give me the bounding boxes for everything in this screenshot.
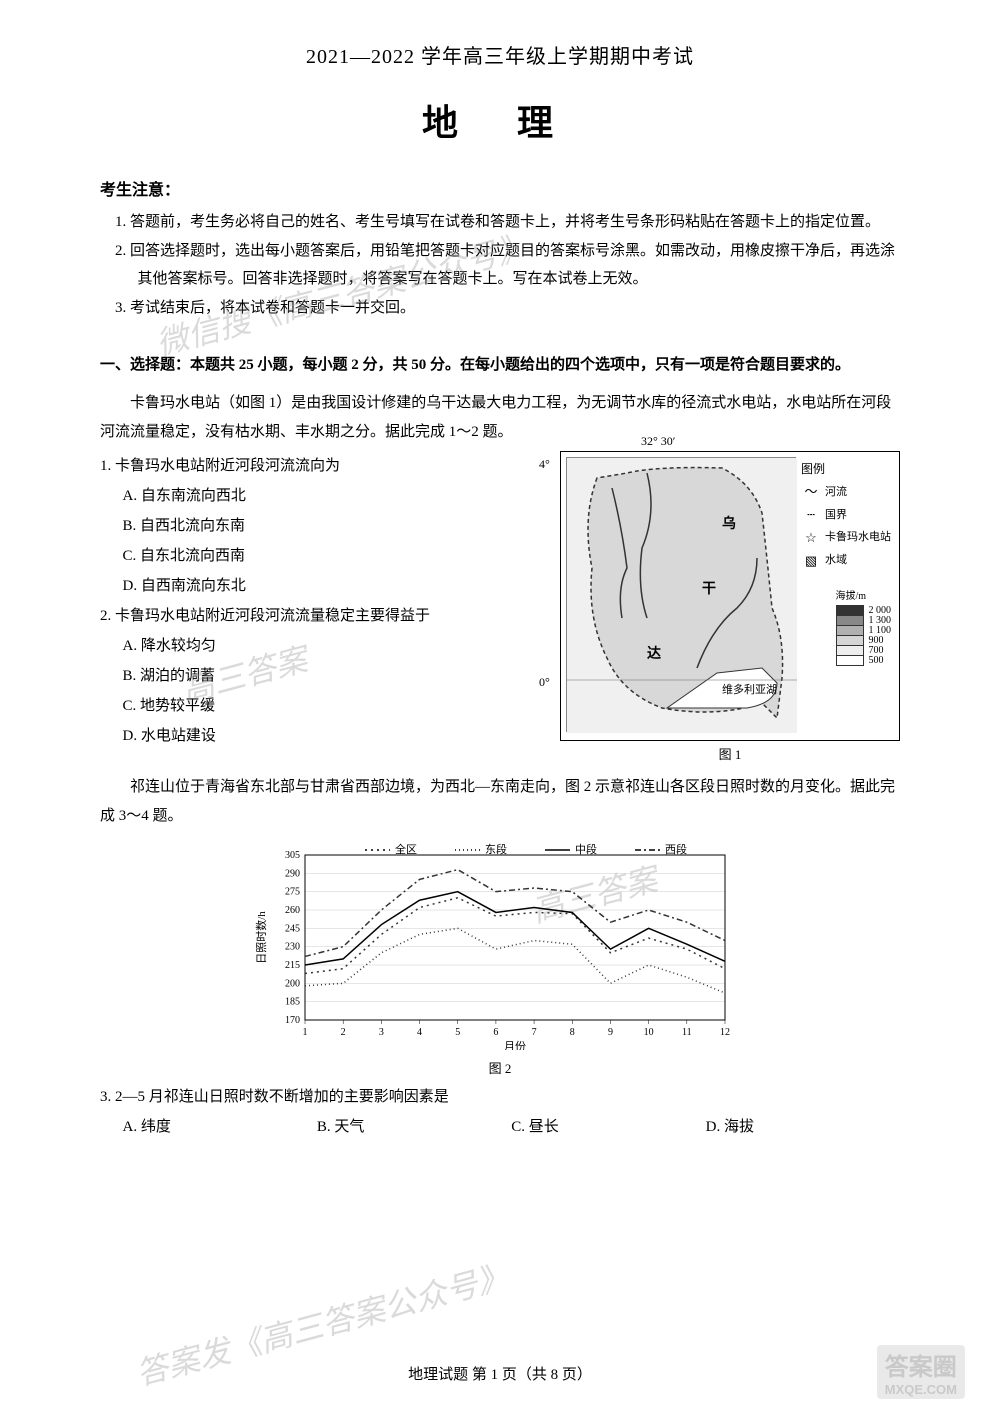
chart-figure: 1701852002152302452602752903051234567891… (250, 840, 750, 1077)
figure-caption: 图 1 (560, 744, 900, 763)
option: D. 水电站建设 (100, 721, 545, 751)
svg-text:9: 9 (608, 1027, 613, 1038)
option: A. 自东南流向西北 (100, 481, 545, 511)
svg-text:1: 1 (303, 1027, 308, 1038)
elevation-title: 海拔/m (836, 587, 892, 602)
map-coord-lat: 0° (539, 675, 550, 690)
logo-watermark: 答案圈 MXQE.COM (877, 1345, 965, 1399)
svg-text:2: 2 (341, 1027, 346, 1038)
map-coord-lat: 4° (539, 457, 550, 472)
option: B. 湖泊的调蓄 (100, 661, 545, 691)
page-footer: 地理试题 第 1 页（共 8 页） (0, 1363, 1000, 1384)
legend-title: 图例 (801, 460, 891, 479)
logo-text-bottom: MXQE.COM (885, 1382, 957, 1397)
passage-text: 卡鲁玛水电站（如图 1）是由我国设计修建的乌干达最大电力工程，为无调节水库的径流… (100, 389, 900, 446)
svg-text:西段: 西段 (665, 842, 687, 856)
logo-text-top: 答案圈 (885, 1347, 957, 1382)
svg-text:170: 170 (285, 1015, 300, 1026)
map-coord-lon: 32° 30′ (641, 434, 675, 449)
map-image-area: 维多利亚湖 乌 干 达 (566, 457, 796, 732)
figure-caption: 图 2 (250, 1058, 750, 1077)
water-icon: ▧ (801, 551, 821, 572)
svg-text:185: 185 (285, 997, 300, 1008)
svg-text:11: 11 (682, 1027, 692, 1038)
svg-text:维多利亚湖: 维多利亚湖 (722, 682, 777, 696)
elevation-legend: 海拔/m 2 0001 3001 100900700500 (836, 587, 892, 665)
exam-subject: 地 理 (100, 94, 900, 146)
svg-text:全区: 全区 (395, 842, 417, 856)
svg-text:245: 245 (285, 923, 300, 934)
notice-section: 考生注意： 1. 答题前，考生务必将自己的姓名、考生号填写在试卷和答题卡上，并将… (100, 176, 900, 322)
question-stem: 2. 卡鲁玛水电站附近河段河流流量稳定主要得益于 (100, 601, 545, 631)
elevation-swatch (836, 655, 864, 666)
svg-text:215: 215 (285, 960, 300, 971)
option: C. 昼长 (511, 1112, 705, 1142)
svg-text:260: 260 (285, 905, 300, 916)
exam-year-line: 2021—2022 学年高三年级上学期期中考试 (100, 40, 900, 69)
svg-text:5: 5 (455, 1027, 460, 1038)
station-icon: ☆ (801, 528, 821, 549)
option: B. 自西北流向东南 (100, 511, 545, 541)
elevation-value: 1 100 (869, 626, 892, 636)
svg-text:12: 12 (720, 1027, 730, 1038)
question-stem: 1. 卡鲁玛水电站附近河段河流流向为 (100, 451, 545, 481)
border-icon: ┄ (801, 505, 821, 526)
question-stem: 3. 2—5 月祁连山日照时数不断增加的主要影响因素是 (100, 1082, 900, 1112)
legend-label: 国界 (825, 507, 847, 525)
option: C. 地势较平缓 (100, 691, 545, 721)
svg-text:东段: 东段 (485, 842, 507, 856)
svg-text:230: 230 (285, 942, 300, 953)
notice-title: 考生注意： (100, 176, 900, 200)
svg-text:中段: 中段 (575, 842, 597, 856)
svg-text:275: 275 (285, 887, 300, 898)
map-figure: 32° 30′ 4° 0° 维多利亚湖 乌 干 达 图例 (560, 451, 900, 741)
notice-item: 2. 回答选择题时，选出每小题答案后，用铅笔把答题卡对应题目的答案标号涂黑。如需… (100, 237, 900, 294)
svg-text:8: 8 (570, 1027, 575, 1038)
svg-text:4: 4 (417, 1027, 422, 1038)
svg-text:3: 3 (379, 1027, 384, 1038)
svg-text:305: 305 (285, 850, 300, 861)
content-map-row: 1. 卡鲁玛水电站附近河段河流流向为 A. 自东南流向西北 B. 自西北流向东南… (100, 451, 900, 763)
option: D. 自西南流向东北 (100, 571, 545, 601)
elevation-value: 2 000 (869, 606, 892, 616)
map-label: 达 (647, 643, 661, 663)
svg-text:10: 10 (644, 1027, 654, 1038)
svg-text:7: 7 (532, 1027, 537, 1038)
svg-text:200: 200 (285, 978, 300, 989)
svg-text:6: 6 (493, 1027, 498, 1038)
elevation-value: 900 (869, 636, 884, 646)
notice-item: 1. 答题前，考生务必将自己的姓名、考生号填写在试卷和答题卡上，并将考生号条形码… (100, 208, 900, 237)
option: B. 天气 (317, 1112, 511, 1142)
legend-label: 水域 (825, 552, 847, 570)
elevation-value: 1 300 (869, 616, 892, 626)
legend-label: 河流 (825, 484, 847, 502)
section-title: 一、选择题：本题共 25 小题，每小题 2 分，共 50 分。在每小题给出的四个… (100, 352, 900, 379)
option: A. 纬度 (123, 1112, 317, 1142)
exam-header: 2021—2022 学年高三年级上学期期中考试 地 理 (100, 40, 900, 146)
notice-item: 3. 考试结束后，将本试卷和答题卡一并交回。 (100, 294, 900, 323)
svg-text:290: 290 (285, 868, 300, 879)
options-row: A. 纬度 B. 天气 C. 昼长 D. 海拔 (100, 1112, 900, 1142)
option: C. 自东北流向西南 (100, 541, 545, 571)
legend-label: 卡鲁玛水电站 (825, 529, 891, 547)
map-label: 干 (702, 578, 716, 598)
map-legend: 图例 ～河流 ┄国界 ☆卡鲁玛水电站 ▧水域 (801, 460, 891, 573)
map-svg: 维多利亚湖 (567, 458, 797, 733)
elevation-value: 700 (869, 646, 884, 656)
elevation-value: 500 (869, 656, 884, 666)
option: A. 降水较均匀 (100, 631, 545, 661)
svg-text:月份: 月份 (504, 1040, 526, 1050)
passage-text: 祁连山位于青海省东北部与甘肃省西部边境，为西北—东南走向，图 2 示意祁连山各区… (100, 773, 900, 830)
line-chart-svg: 1701852002152302452602752903051234567891… (250, 840, 750, 1050)
svg-text:日照时数/h: 日照时数/h (255, 911, 268, 964)
map-wrapper: 32° 30′ 4° 0° 维多利亚湖 乌 干 达 图例 (560, 451, 900, 763)
option: D. 海拔 (706, 1112, 900, 1142)
map-label: 乌 (722, 513, 736, 533)
river-icon: ～ (801, 482, 821, 503)
